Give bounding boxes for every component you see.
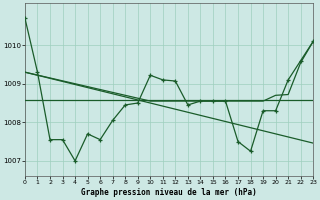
X-axis label: Graphe pression niveau de la mer (hPa): Graphe pression niveau de la mer (hPa) — [81, 188, 257, 197]
